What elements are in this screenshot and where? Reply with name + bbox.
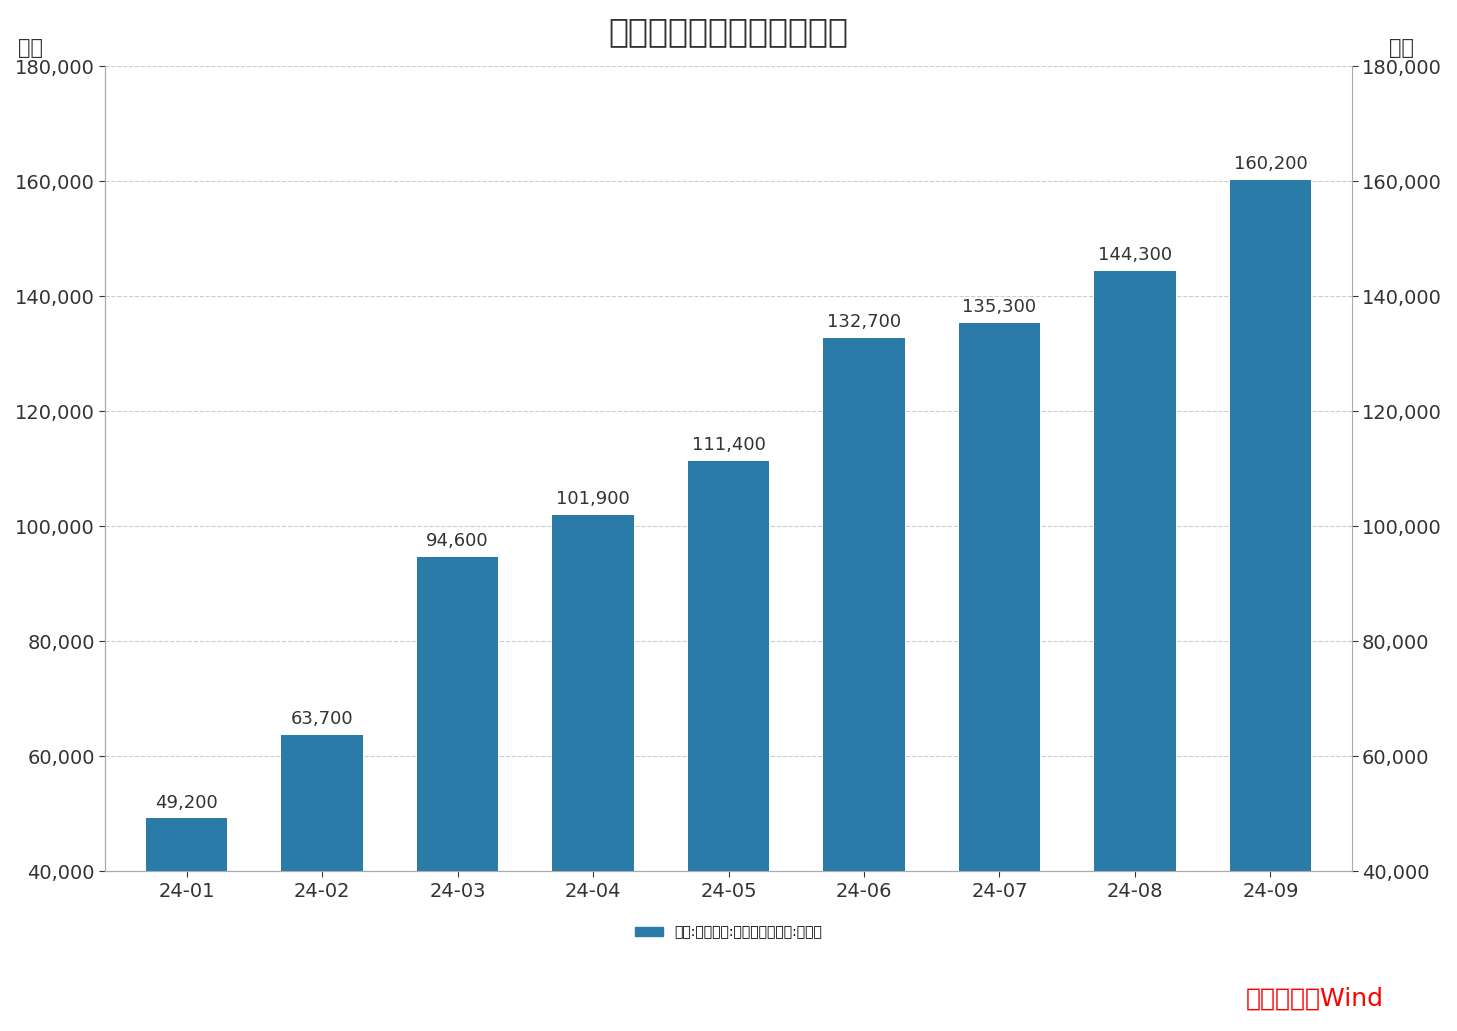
Text: 160,200: 160,200: [1234, 155, 1307, 173]
Text: 111,400: 111,400: [692, 436, 765, 454]
Text: 亿元: 亿元: [1389, 38, 1415, 58]
Bar: [1094, 271, 1176, 1031]
Bar: [417, 558, 498, 1031]
Text: 94,600: 94,600: [427, 532, 490, 551]
Text: 49,200: 49,200: [156, 794, 219, 811]
Legend: 中国:金融机构:新增人民币贷款:累计值: 中国:金融机构:新增人民币贷款:累计值: [629, 920, 828, 945]
Bar: [281, 735, 363, 1031]
Bar: [552, 516, 634, 1031]
Bar: [688, 461, 769, 1031]
Bar: [1230, 179, 1311, 1031]
Text: 144,300: 144,300: [1099, 246, 1171, 265]
Bar: [823, 338, 905, 1031]
Bar: [959, 323, 1040, 1031]
Text: 数据来源：Wind: 数据来源：Wind: [1246, 987, 1384, 1010]
Text: 132,700: 132,700: [828, 313, 900, 331]
Text: 亿元: 亿元: [17, 38, 44, 58]
Text: 63,700: 63,700: [291, 710, 354, 728]
Text: 135,300: 135,300: [963, 298, 1036, 317]
Text: 101,900: 101,900: [557, 491, 629, 508]
Title: 新增人民币贷款累计值情况: 新增人民币贷款累计值情况: [609, 15, 848, 48]
Bar: [146, 819, 227, 1031]
